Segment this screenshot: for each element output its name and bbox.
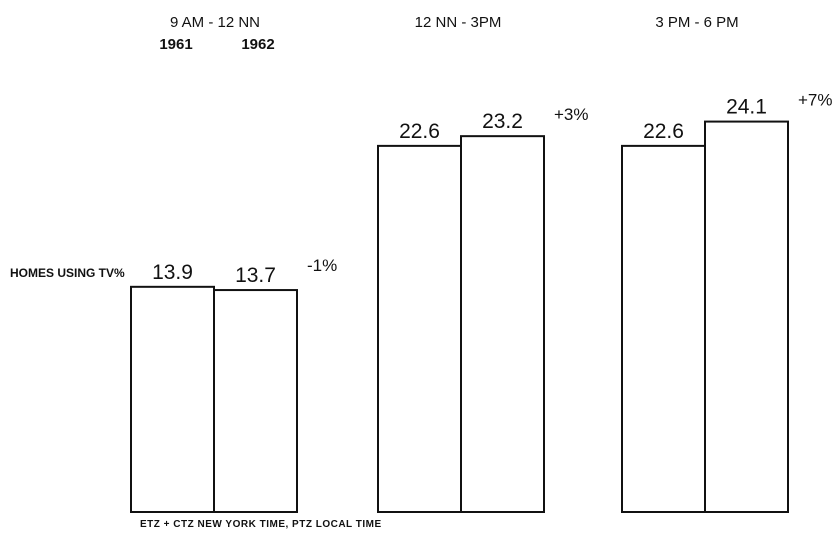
bars-layer <box>130 120 789 514</box>
value-label-2-1: 24.1 <box>726 96 767 119</box>
category-label-2: 3 PM - 6 PM <box>655 14 738 31</box>
bar-0-0 <box>130 285 215 513</box>
value-label-0-0: 13.9 <box>152 261 193 284</box>
footnote: ETZ + CTZ NEW YORK TIME, PTZ LOCAL TIME <box>140 519 382 530</box>
bar-1-1 <box>460 135 545 513</box>
value-label-0-1: 13.7 <box>235 264 276 287</box>
year-label-0: 1961 <box>159 36 192 53</box>
value-label-1-0: 22.6 <box>399 120 440 143</box>
bar-2-0 <box>621 144 706 513</box>
year-label-1: 1962 <box>241 36 274 53</box>
bar-1-0 <box>377 144 462 513</box>
value-label-1-1: 23.2 <box>482 110 523 133</box>
change-label-2: +7% <box>798 91 833 110</box>
value-label-2-0: 22.6 <box>643 120 684 143</box>
bar-2-1 <box>704 120 789 514</box>
change-label-0: -1% <box>307 256 337 275</box>
bar-0-1 <box>213 289 298 513</box>
y-axis-label: HOMES USING TV% <box>10 266 125 280</box>
category-label-0: 9 AM - 12 NN <box>170 14 260 31</box>
labels-layer: 9 AM - 12 NN 13.9 13.7 -1% 12 NN - 3PM 22.6 23… <box>152 14 832 287</box>
change-label-1: +3% <box>554 105 589 124</box>
category-label-1: 12 NN - 3PM <box>415 14 502 31</box>
